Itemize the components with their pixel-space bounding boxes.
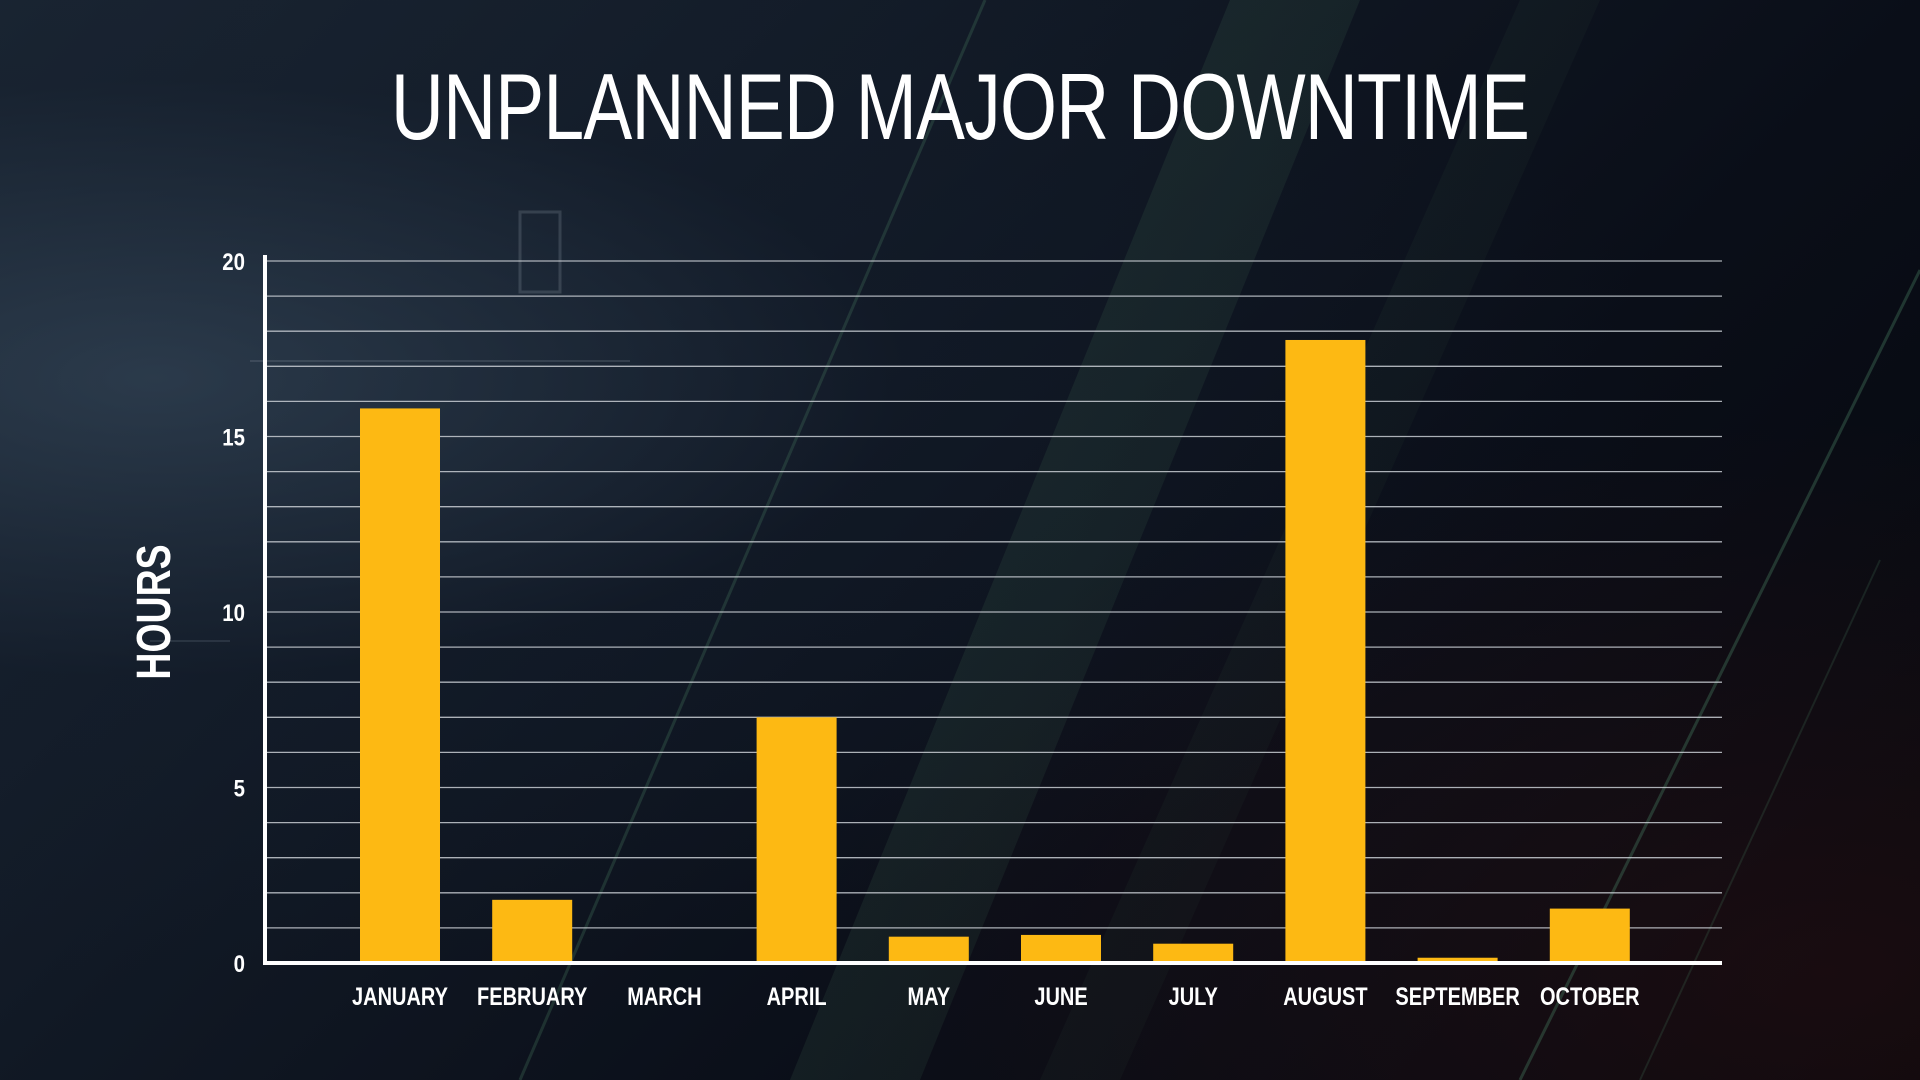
x-tick-label-september: SEPTEMBER (1395, 983, 1519, 1011)
chart-title: UNPLANNED MAJOR DOWNTIME (390, 54, 1530, 159)
bars (360, 339, 1630, 964)
x-tick-label-august: AUGUST (1283, 983, 1368, 1011)
bar-may (888, 936, 969, 963)
x-tick-label-february: FEBRUARY (477, 983, 587, 1011)
y-tick-label-10: 10 (222, 599, 245, 626)
y-tick-label-15: 15 (222, 424, 245, 451)
bar-april (756, 717, 837, 963)
x-tick-label-april: APRIL (767, 983, 827, 1011)
x-tick-labels: JANUARY FEBRUARY MARCH APRIL MAY JUNE JULY AUGU… (352, 983, 1640, 1011)
axes (263, 255, 1722, 965)
bar-june (1021, 934, 1101, 963)
bar-october (1549, 908, 1630, 963)
y-tick-label-20: 20 (222, 248, 245, 275)
bar-july (1153, 943, 1234, 963)
x-tick-label-may: MAY (908, 983, 951, 1011)
gridlines (265, 260, 1722, 929)
bar-february (492, 899, 573, 963)
y-tick-labels: 0 5 10 15 20 (222, 248, 245, 977)
bar-january (360, 408, 440, 963)
x-tick-label-june: JUNE (1034, 983, 1087, 1011)
bar-september (1417, 957, 1498, 963)
x-tick-label-october: OCTOBER (1540, 983, 1640, 1011)
y-axis-label: HOURS (128, 544, 182, 679)
x-tick-label-january: JANUARY (352, 983, 448, 1011)
bar-august (1285, 339, 1366, 964)
y-tick-label-5: 5 (234, 775, 245, 802)
x-tick-label-march: MARCH (627, 983, 701, 1011)
x-tick-label-july: JULY (1169, 983, 1218, 1011)
y-tick-label-0: 0 (234, 950, 245, 977)
